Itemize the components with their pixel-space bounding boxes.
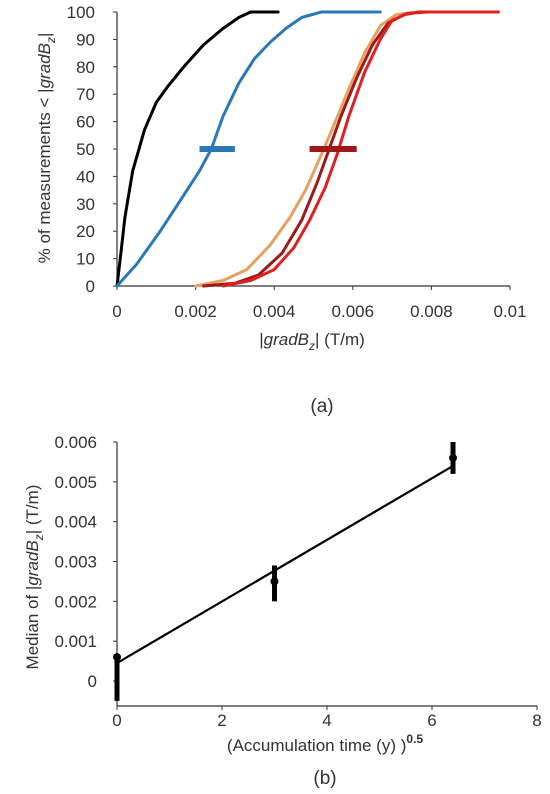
panel-a-x-tick-label: 0.008 [410,302,453,321]
panel-a-y-tick-label: 60 [76,113,95,132]
panel-b-y-axis-label-main: gradB [23,540,42,585]
panel-b-y-tick-label: 0.006 [54,433,97,452]
panel-a-y-tick-label: 10 [76,250,95,269]
panel-a-x-tick-label: 0.002 [174,302,217,321]
panel-a-x-tick-label: 0.004 [253,302,296,321]
panel-a-y-tick-label: 50 [76,140,95,159]
panel-b-x-tick-labels: 0 2 4 6 8 [112,711,541,730]
panel-a-y-axis-label-sub: z [44,37,58,44]
panel-b-point-2 [270,577,279,586]
panel-a-y-tick-label: 20 [76,222,95,241]
panel-b-y-tick-label: 0.002 [54,592,97,611]
panel-a-y-axis-label: % of measurements < |gradBz| [35,33,58,264]
panel-b-fit-line-segment [116,464,454,665]
panel-a-y-tick-label: 70 [76,85,95,104]
panel-a-y-tick-label: 0 [86,277,95,296]
panel-a-y-axis-label-main: gradB [35,43,54,88]
panel-b-x-tick-label: 4 [322,711,331,730]
panel-b-x-axis-label-main: (Accumulation time (y) ) [227,736,406,755]
panel-a-series [115,10,500,288]
panel-b-y-tick-label: 0.004 [54,513,97,532]
panel-b-y-axis-label-post: | (T/m) [23,485,42,535]
panel-a-x-axis-label-main: gradB [264,330,309,349]
panel-b-x-tick-label: 6 [427,711,436,730]
panel-a-y-tick-label: 90 [76,30,95,49]
panel-a-x-tick-label: 0.01 [493,302,526,321]
panel-b-x-tick-label: 2 [217,711,226,730]
panel-a-series-line-3 [194,10,500,288]
panel-a-x-axis-label-pre: | [259,330,263,349]
panel-b-y-axis-label-pre: Median of | [23,586,42,670]
panel-a-x-tick-labels: 0 0.002 0.004 0.006 0.008 0.01 [112,302,526,321]
panel-a-y-tick-label: 100 [67,3,95,22]
panel-b-x-tick-label: 0 [112,711,121,730]
panel-a-x-axis-label-post: | (T/m) [315,330,365,349]
panel-a-series-line-2 [115,10,382,288]
panel-a-label: (a) [310,396,333,417]
panel-a-axes [113,11,511,290]
panel-a-x-tick-label: 0 [112,302,121,321]
panel-a-y-axis-label-pre: % of measurements < | [35,88,54,263]
panel-a-x-axis-label: |gradBz| (T/m) [259,330,365,353]
panel-b-label: (b) [313,768,336,789]
panel-b-x-tick-label: 8 [532,711,541,730]
panel-b-y-axis-label-sub: z [32,534,46,541]
panel-b-point-3 [449,453,457,462]
panel-b-fit-line [116,464,454,665]
panel-a-x-tick-label: 0.006 [332,302,375,321]
panel-b-x-axis-label-sup: 0.5 [406,732,423,746]
panel-b-y-tick-label: 0 [88,672,97,691]
panel-a-y-tick-label: 40 [76,167,95,186]
panel-b-y-tick-label: 0.001 [54,632,97,651]
panel-a-y-axis-label-post: | [35,33,54,37]
panel-a-y-tick-label: 30 [76,195,95,214]
panel-b-y-tick-labels: 0 0.001 0.002 0.003 0.004 0.005 0.006 [54,433,97,691]
panel-a-x-axis-label-sub: z [308,339,315,353]
panel-b-chart: 0 0.001 0.002 0.003 0.004 0.005 0.006 0 2 4 6 8 Me… [23,433,542,789]
panel-b-y-tick-label: 0.005 [54,473,97,492]
panel-a-y-tick-labels: 0 10 20 30 40 50 60 70 80 90 100 [67,3,95,296]
panel-b-points [113,442,457,701]
panel-b-y-axis-label: Median of |gradBz| (T/m) [23,485,46,670]
panel-b-axes [113,441,538,710]
panel-b-y-tick-label: 0.003 [54,553,97,572]
panel-a-y-tick-label: 80 [76,58,95,77]
panel-b-point-1 [113,653,121,662]
panel-b-x-axis-label: (Accumulation time (y) )0.5 [227,732,423,755]
panel-a-series-line-5 [221,10,500,288]
panel-a-series-line-1 [115,10,280,288]
